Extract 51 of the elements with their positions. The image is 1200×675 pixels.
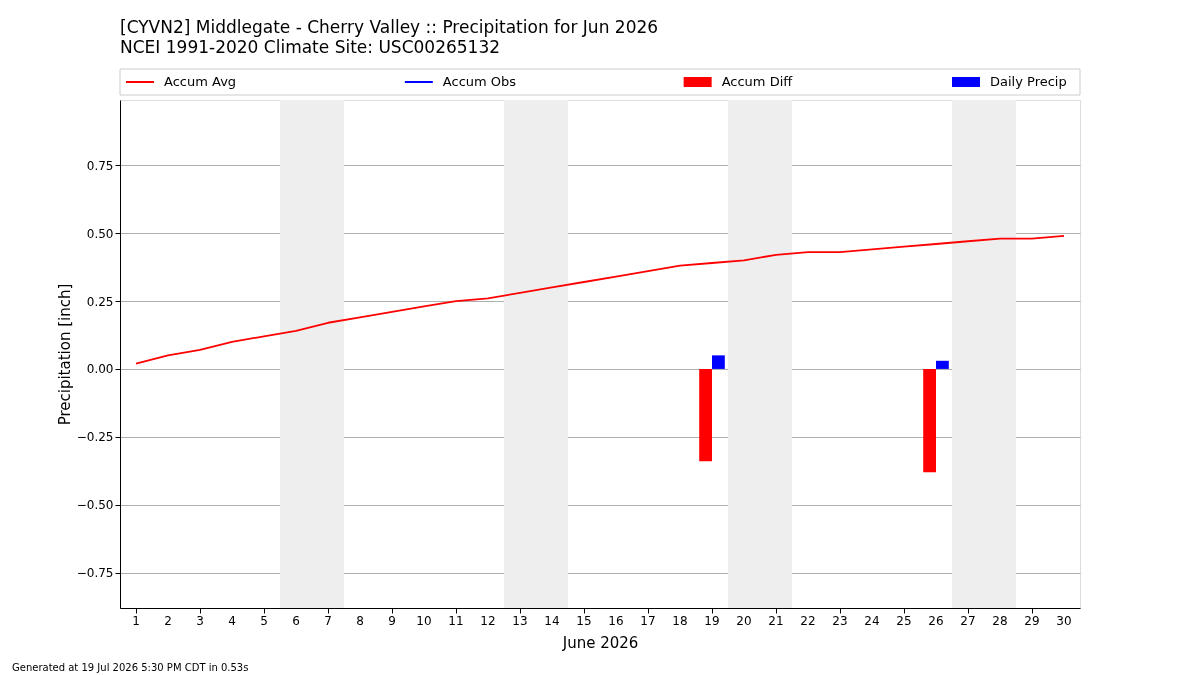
x-tick-label: 27 (960, 614, 976, 628)
x-tick-label: 22 (800, 614, 816, 628)
x-tick-label: 25 (896, 614, 912, 628)
chart-title: [CYVN2] Middlegate - Cherry Valley :: Precipitation for Jun 2026 (120, 16, 659, 37)
x-tick-label: 1 (132, 614, 140, 628)
y-tick-label: 0.00 (86, 362, 114, 377)
y-tick-label: 0.25 (86, 294, 114, 309)
bar (712, 355, 725, 369)
x-tick-label: 29 (1024, 614, 1040, 628)
x-tick-label: 19 (704, 614, 720, 628)
x-tick-label: 3 (196, 614, 204, 628)
x-tick-label: 23 (832, 614, 848, 628)
legend-label: Accum Avg (164, 74, 237, 89)
y-tick-label: −0.75 (76, 566, 114, 581)
x-tick-label: 10 (416, 614, 432, 628)
x-tick-label: 21 (768, 614, 784, 628)
text: Generated at 19 Jul 2026 5:30 PM CDT in 0.53s (12, 662, 249, 673)
x-tick-label: 13 (512, 614, 528, 628)
y-tick-label: 0.75 (86, 158, 114, 173)
x-tick-label: 12 (480, 614, 496, 628)
legend-label: Accum Obs (442, 74, 517, 89)
x-tick-label: 26 (928, 614, 944, 628)
bar (923, 368, 936, 473)
y-tick-label: 0.50 (86, 226, 114, 241)
x-tick-label: 7 (324, 614, 332, 628)
x-tick-label: 15 (576, 614, 592, 628)
x-tick-label: 2 (164, 614, 172, 628)
x-tick-label: 24 (864, 614, 880, 628)
x-axis-title: June 2026 (561, 634, 639, 652)
x-tick-label: 4 (228, 614, 236, 628)
x-tick-label: 30 (1056, 614, 1072, 628)
x-tick-label: 14 (544, 614, 560, 628)
y-axis-title: Precipitation [inch] (55, 283, 74, 426)
chart-subtitle: NCEI 1991-2020 Climate Site: USC00265132 (120, 36, 501, 57)
x-tick-label: 5 (260, 614, 268, 628)
x-tick-label: 17 (640, 614, 656, 628)
x-tick-label: 8 (356, 614, 364, 628)
bar (699, 368, 712, 462)
y-tick-label: −0.25 (76, 430, 114, 445)
x-tick-label: 9 (388, 614, 396, 628)
x-tick-label: 16 (608, 614, 624, 628)
x-tick-label: 11 (448, 614, 464, 628)
x-tick-label: 20 (736, 614, 752, 628)
bar (936, 360, 949, 369)
legend-label: Daily Precip (990, 74, 1067, 89)
line-series (135, 234, 1065, 365)
x-tick-label: 18 (672, 614, 688, 628)
x-tick-label: 6 (292, 614, 300, 628)
x-tick-label: 28 (992, 614, 1008, 628)
y-tick-label: −0.50 (76, 498, 114, 513)
legend-label: Accum Diff (721, 74, 794, 89)
